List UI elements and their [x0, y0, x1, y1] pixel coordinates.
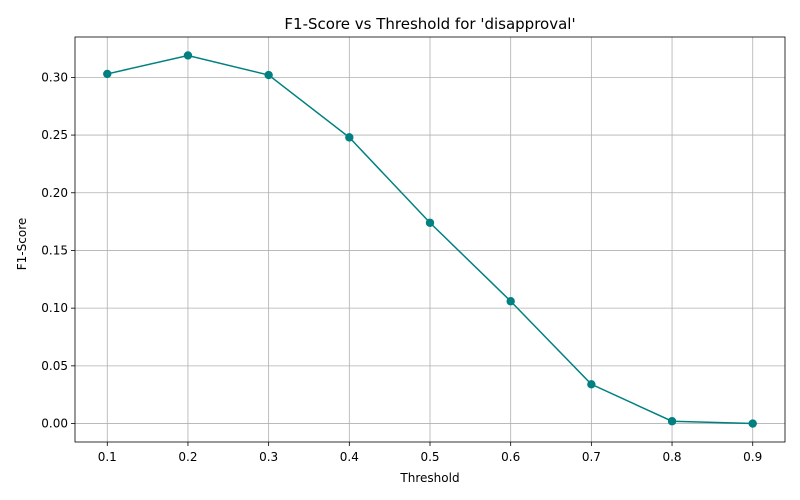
data-point: [667, 417, 677, 426]
y-tick-label: 0.00: [41, 417, 68, 431]
y-axis-label: F1-Score: [15, 218, 29, 270]
x-tick-label: 0.9: [743, 450, 762, 464]
x-tick-label: 0.8: [662, 450, 681, 464]
y-tick-label: 0.15: [41, 243, 68, 257]
x-tick-label: 0.5: [420, 450, 439, 464]
data-point: [506, 297, 515, 306]
data-point: [103, 69, 112, 79]
x-tick-label: 0.4: [340, 450, 359, 464]
x-tick-label: 0.3: [259, 450, 278, 464]
y-tick-label: 0.05: [41, 359, 68, 373]
y-tick-label: 0.10: [41, 301, 68, 315]
x-tick-label: 0.6: [501, 450, 520, 464]
data-point: [425, 218, 435, 227]
y-tick-label: 0.20: [41, 186, 68, 200]
y-tick-label: 0.25: [41, 128, 68, 142]
chart-title: F1-Score vs Threshold for 'disapproval': [284, 15, 575, 33]
data-point: [587, 380, 596, 389]
data-point: [183, 51, 193, 60]
x-tick-label: 0.7: [582, 450, 601, 464]
x-tick-label: 0.1: [98, 450, 117, 464]
series: [103, 51, 757, 428]
data-point: [264, 70, 273, 80]
grid: [75, 37, 785, 442]
plot-frame: [74, 36, 786, 443]
x-axis-label: Threshold: [399, 471, 459, 485]
data-point: [748, 419, 757, 428]
x-tick-label: 0.2: [178, 450, 197, 464]
axis-ticks: 0.1 0.2 0.3 0.4 0.5 0.6 0.7 0.8 0.9 0.00 0.05 0.10 0…: [41, 70, 762, 464]
y-tick-label: 0.30: [41, 70, 68, 84]
data-point: [345, 133, 354, 142]
